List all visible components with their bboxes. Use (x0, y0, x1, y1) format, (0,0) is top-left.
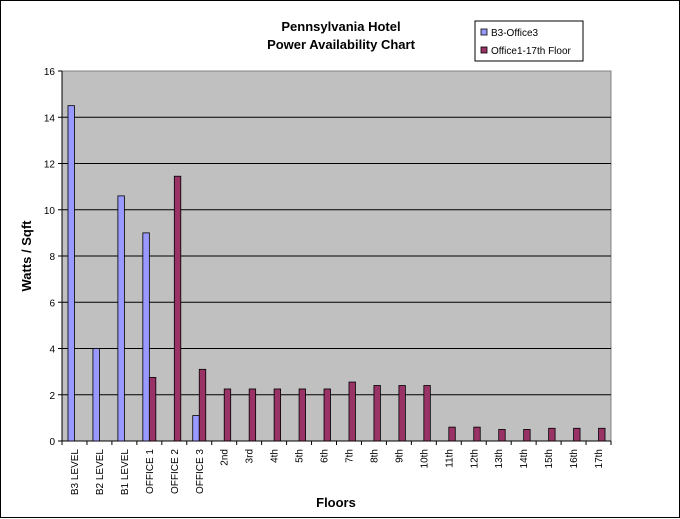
bar (273, 388, 282, 442)
bar (373, 385, 381, 442)
bar (223, 388, 232, 442)
x-axis-ticks: B3 LEVEL B2 LEVEL B1 LEVEL OFFICE 1 OFFICE 2… (61, 441, 612, 496)
x-tick-label: 3rd (245, 449, 256, 463)
x-tick-label: 11th (444, 449, 455, 468)
legend-swatch (480, 46, 488, 54)
y-tick-label: 14 (44, 113, 56, 124)
bar (92, 348, 100, 442)
x-tick-label: 9th (394, 449, 405, 463)
x-tick-label: OFFICE 2 (170, 449, 181, 494)
y-tick-label: 8 (49, 252, 55, 263)
bar (598, 427, 606, 442)
legend-label: B3-Office3 (491, 28, 538, 39)
y-axis-ticks: 0 2 4 6 8 10 12 14 16 (44, 67, 62, 448)
chart-subtitle: Power Availability Chart (267, 37, 416, 52)
y-tick-label: 4 (49, 345, 55, 356)
chart-title: Pennsylvania Hotel (281, 19, 400, 34)
x-axis-title: Floors (316, 495, 356, 510)
x-tick-label: B3 LEVEL (70, 449, 81, 496)
x-tick-label: B2 LEVEL (95, 449, 106, 496)
bars (67, 105, 606, 442)
bar (523, 429, 531, 442)
bar (142, 232, 150, 442)
x-tick-label: 14th (519, 449, 530, 468)
y-tick-label: 2 (49, 391, 55, 402)
bar (573, 427, 581, 442)
bar (473, 426, 481, 442)
x-tick-label: 13th (494, 449, 505, 468)
x-tick-label: 5th (295, 449, 306, 463)
legend-swatch (480, 28, 488, 36)
bar (173, 175, 182, 442)
bar (192, 415, 200, 442)
bar (148, 377, 157, 442)
legend-label: Office1-17th Floor (491, 46, 572, 57)
y-tick-label: 10 (44, 206, 56, 217)
x-tick-label: 2nd (220, 449, 231, 466)
y-axis-title: Watts / Sqft (19, 220, 34, 292)
bar (498, 429, 506, 442)
x-tick-label: OFFICE 1 (145, 449, 156, 494)
bar (548, 427, 556, 442)
x-tick-label: 16th (569, 449, 580, 468)
bar (117, 195, 125, 442)
y-tick-label: 12 (44, 160, 56, 171)
bar (323, 388, 331, 442)
y-tick-label: 0 (49, 437, 55, 448)
x-tick-label: 12th (469, 449, 480, 468)
bar (67, 105, 75, 442)
x-tick-label: 4th (270, 449, 281, 463)
bar (398, 385, 406, 442)
bar (248, 388, 257, 442)
x-tick-label: 15th (544, 449, 555, 468)
y-tick-label: 16 (44, 67, 56, 78)
y-tick-label: 6 (49, 298, 55, 309)
bar (298, 388, 306, 442)
x-tick-label: OFFICE 3 (195, 449, 206, 494)
x-tick-label: B1 LEVEL (120, 449, 131, 496)
x-tick-label: 8th (369, 449, 380, 463)
x-tick-label: 6th (320, 449, 331, 463)
bar (448, 426, 456, 442)
x-tick-label: 17th (594, 449, 605, 468)
bar (348, 381, 356, 442)
legend-box (474, 20, 584, 62)
bar (198, 368, 207, 442)
bar (423, 385, 431, 442)
legend: B3-Office3 Office1-17th Floor (474, 20, 584, 62)
x-tick-label: 7th (344, 449, 355, 463)
x-tick-label: 10th (419, 449, 430, 468)
